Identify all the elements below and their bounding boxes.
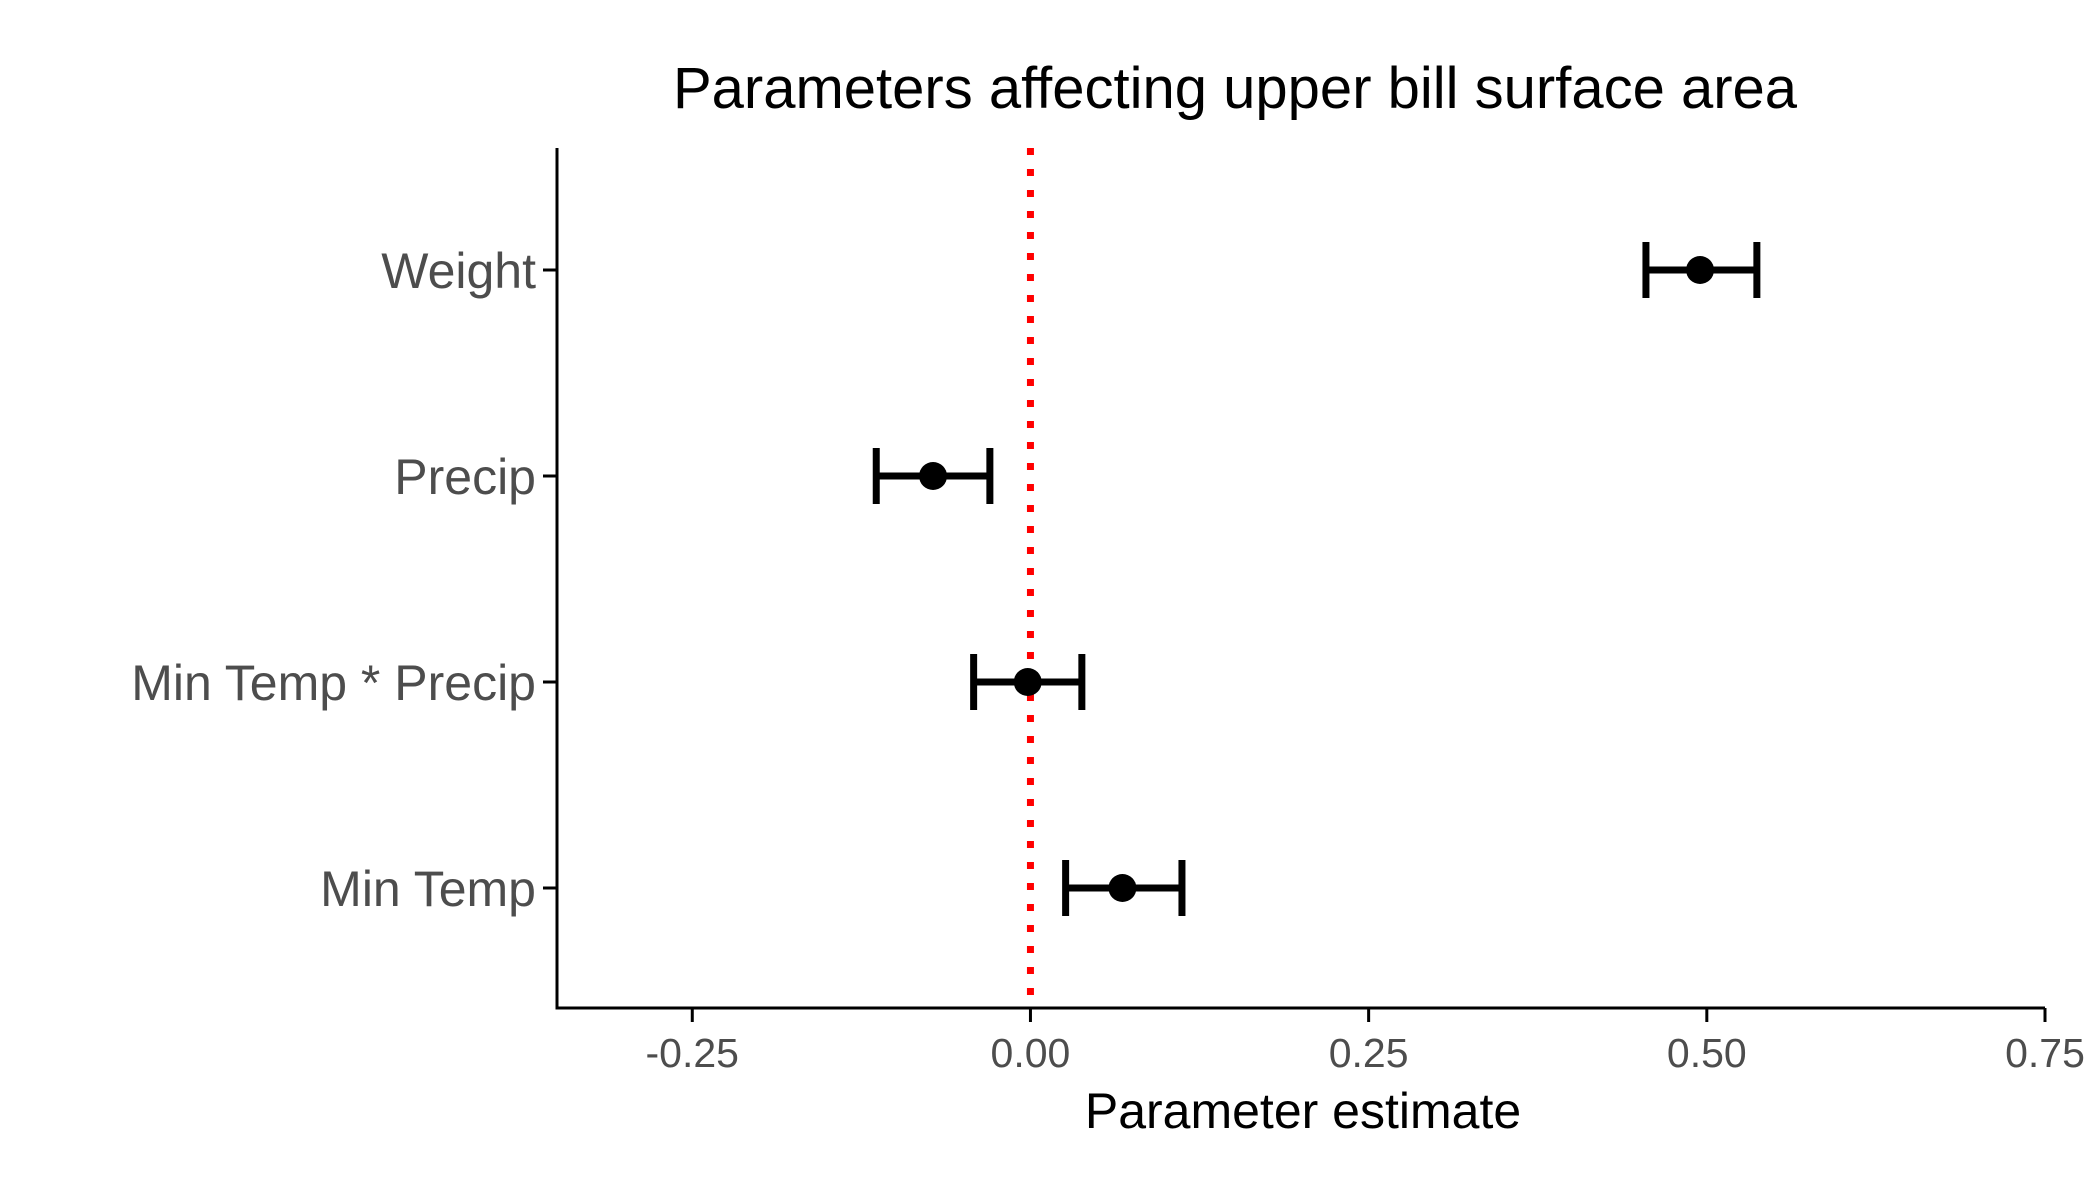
data-point [919,462,948,490]
chart-title: Parameters affecting upper bill surface … [673,56,1798,121]
y-tick-label: Min Temp [320,861,536,917]
y-tick-label: Precip [394,449,536,505]
x-tick-label: 0.00 [991,1030,1071,1076]
x-tick-label: 0.25 [1329,1030,1409,1076]
plot-area: -0.25 0.00 0.25 0.50 0.75 Weight Precip Min Tem… [131,148,2085,1076]
y-tick-label: Weight [381,243,536,299]
x-tick-label: -0.25 [646,1030,739,1076]
data-point [1108,874,1137,902]
data-point [1013,668,1042,696]
x-tick-label: 0.50 [1667,1030,1747,1076]
y-tick-label: Min Temp * Precip [131,655,536,711]
x-tick-label: 0.75 [2005,1030,2085,1076]
data-point [1686,256,1715,284]
x-axis-title: Parameter estimate [1085,1083,1521,1139]
